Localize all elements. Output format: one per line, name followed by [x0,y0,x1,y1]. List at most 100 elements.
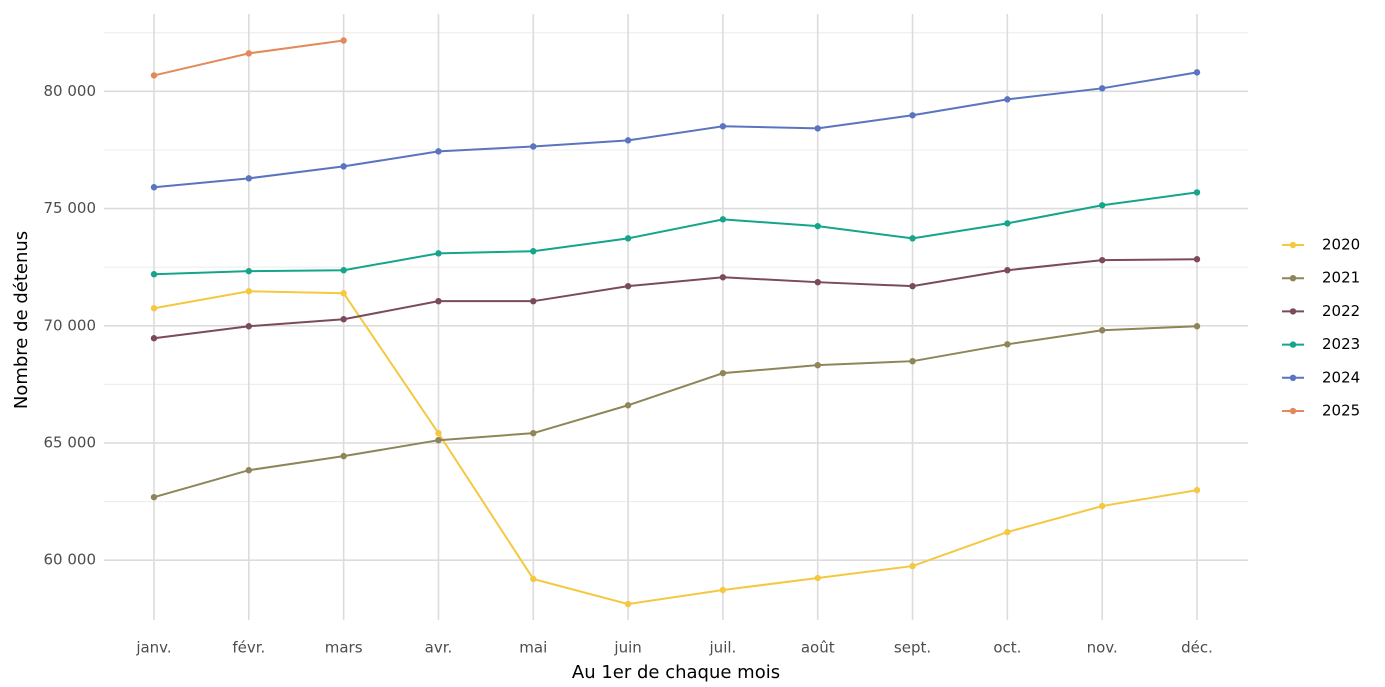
x-axis-title: Au 1er de chaque mois [572,662,780,683]
data-point [1098,256,1106,264]
data-point [814,125,821,132]
series-line [153,191,1198,276]
x-tick-label: mars [325,639,363,657]
data-point [1004,528,1011,536]
x-tick-label: avr. [425,639,453,657]
data-point [530,575,537,583]
data-point [245,267,253,275]
data-point [814,222,821,230]
y-tick-label: 60 000 [44,551,97,569]
data-point [150,493,158,501]
data-point [530,143,537,150]
data-point [719,216,727,223]
data-point [1098,202,1106,209]
x-tick-label: nov. [1087,639,1118,657]
data-point [435,297,442,305]
legend-swatch-point [1289,407,1297,415]
data-point [719,369,727,377]
data-point [530,297,537,305]
data-point [340,267,347,274]
data-point [909,282,916,290]
data-point [909,112,916,119]
y-tick-label: 70 000 [44,316,97,334]
series-line [153,325,1198,499]
data-point [340,452,347,460]
data-point [150,335,158,342]
data-point [435,429,442,437]
data-point [719,586,727,594]
data-point [1004,96,1011,103]
y-tick-label: 65 000 [44,434,97,452]
data-point [435,436,442,444]
legend-swatch-point [1289,308,1297,315]
data-point [435,148,442,155]
legend-label: 2020 [1322,236,1360,254]
x-tick-label: août [801,639,835,657]
x-tick-label: janv. [135,639,171,657]
data-point [814,361,821,369]
legend-label: 2022 [1322,302,1360,320]
data-point [1004,341,1011,348]
data-point [624,282,632,290]
data-point [909,357,916,365]
data-point [245,175,253,182]
data-point [245,466,253,474]
legend-swatch-point [1289,275,1297,282]
data-point [1193,189,1201,196]
data-point [340,37,347,44]
series-line [153,71,1198,189]
data-point [719,123,727,130]
legend-label: 2023 [1322,335,1360,353]
y-tick-label: 75 000 [44,199,97,217]
x-tick-label: mai [519,639,547,657]
data-point [814,574,821,582]
data-point [909,562,916,570]
series-line [153,258,1198,340]
data-point [245,50,253,57]
data-point [245,323,253,330]
legend-label: 2024 [1322,368,1360,386]
data-point [1004,220,1011,227]
data-point [1193,69,1201,76]
data-point [435,250,442,257]
x-tick-label: juil. [709,639,737,657]
legend-label: 2025 [1322,402,1360,420]
legend-swatch-point [1289,374,1297,381]
data-point [150,72,158,79]
data-point [150,271,158,278]
x-tick-label: sept. [894,639,931,657]
data-point [624,137,632,144]
data-point [150,184,158,191]
data-point [1004,267,1011,274]
data-point [814,278,821,286]
data-point [1098,327,1106,334]
x-tick-label: oct. [993,639,1021,657]
data-point [1098,502,1106,510]
data-point [624,600,632,608]
x-tick-label: févr. [232,639,265,657]
legend-swatch-point [1289,341,1297,348]
x-tick-label: déc. [1181,639,1213,657]
data-point [1193,256,1201,263]
data-point [1193,323,1201,330]
data-point [1098,85,1106,92]
y-axis-title: Nombre de détenus [11,231,32,409]
data-point [719,274,727,281]
x-tick-label: juin [613,639,641,657]
data-point [340,316,347,323]
legend-swatch-point [1289,241,1297,249]
data-point [340,290,347,297]
legend-label: 2021 [1322,269,1360,287]
data-point [624,402,632,409]
data-point [624,235,632,242]
data-point [530,429,537,437]
data-point [909,235,916,242]
y-tick-label: 80 000 [44,82,97,100]
data-point [340,163,347,170]
data-point [1193,486,1201,494]
data-point [530,248,537,255]
series-line [153,290,1198,606]
data-point [245,288,253,295]
data-point [150,305,158,312]
